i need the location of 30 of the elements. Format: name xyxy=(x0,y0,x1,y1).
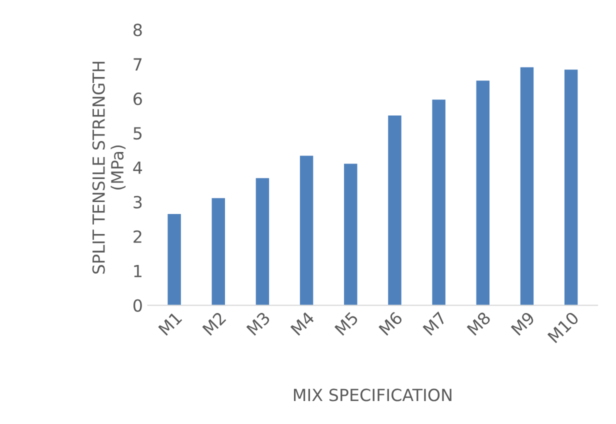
x-tick-label: M8 xyxy=(466,311,492,336)
bar xyxy=(212,198,225,306)
x-tick-label: M7 xyxy=(422,312,447,336)
bar xyxy=(344,164,358,306)
bar xyxy=(432,100,446,306)
y-tick-label: 7 xyxy=(134,58,142,70)
x-tick-label: M2 xyxy=(202,312,226,336)
y-tick-label: 2 xyxy=(134,230,142,243)
bar xyxy=(168,214,181,306)
bar xyxy=(256,178,270,306)
x-tick-label: M5 xyxy=(334,312,359,336)
y-tick-label: 0 xyxy=(133,299,142,312)
bar xyxy=(476,80,490,306)
y-tick-label: 6 xyxy=(134,92,142,106)
y-tick-label: 3 xyxy=(134,196,142,208)
bar xyxy=(520,67,534,306)
y-tick-label: 4 xyxy=(133,162,142,174)
x-tick-label: M4 xyxy=(290,311,315,336)
x-tick-label: M9 xyxy=(510,311,536,336)
bar xyxy=(564,70,578,306)
y-tick-label: 5 xyxy=(134,127,142,140)
x-tick-label: M1 xyxy=(158,312,182,336)
y-axis-title: SPLIT TENSILE STRENGTH (MPa) xyxy=(92,62,126,274)
bar xyxy=(388,115,402,306)
y-tick-label: 8 xyxy=(134,24,142,36)
x-axis-title: MIX SPECIFICATION xyxy=(294,388,452,402)
y-tick-label: 1 xyxy=(134,265,142,278)
x-tick-label: M3 xyxy=(246,311,271,336)
x-tick-label: M6 xyxy=(378,311,404,336)
bar xyxy=(300,156,314,306)
